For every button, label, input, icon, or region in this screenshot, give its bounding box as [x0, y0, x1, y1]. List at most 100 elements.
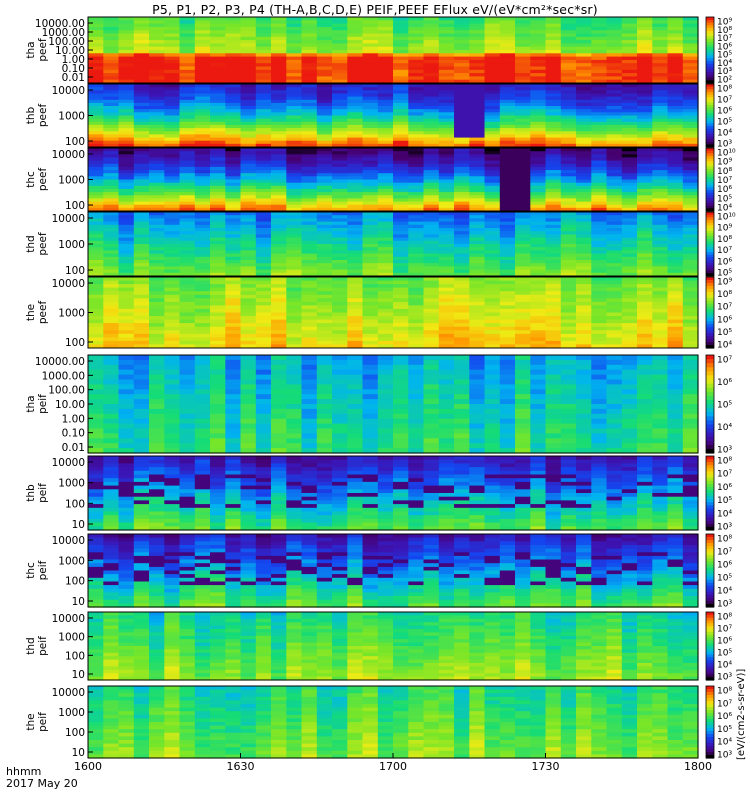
spectrogram-cell [149, 301, 165, 306]
spectrogram-cell [103, 428, 120, 434]
spectrogram-cell [606, 337, 623, 342]
spectrogram-cell [286, 66, 303, 71]
spectrogram-cell [164, 40, 181, 44]
spectrogram-cell [423, 30, 440, 35]
spectrogram-cell [652, 323, 669, 328]
spectrogram-cell [637, 124, 653, 129]
spectrogram-cell [545, 56, 562, 61]
spectrogram-cell [118, 112, 135, 117]
spectrogram-cell [149, 333, 165, 338]
spectrogram-cell [438, 106, 455, 110]
spectrogram-cell [103, 284, 120, 289]
spectrogram-cell [499, 359, 516, 366]
spectrogram-cell [347, 379, 364, 385]
spectrogram-cell [393, 90, 409, 95]
spectrogram-cell [332, 79, 348, 84]
spectrogram-cell [347, 333, 364, 338]
spectrogram-cell [179, 87, 196, 91]
spectrogram-cell [133, 63, 150, 68]
spectrogram-cell [194, 63, 211, 68]
spectrogram-cell [362, 137, 379, 142]
spectrogram-cell [637, 374, 653, 381]
spectrogram-cell [621, 20, 638, 25]
spectrogram-cell [332, 36, 348, 41]
spectrogram-cell [347, 408, 364, 415]
spectrogram-cell [682, 305, 699, 310]
spectrogram-cell [606, 428, 623, 434]
spectrogram-cell [133, 340, 150, 345]
spectrogram-cell [469, 140, 486, 145]
spectrogram-cell [301, 374, 318, 381]
spectrogram-cell [469, 443, 486, 449]
spectrogram-cell [194, 76, 211, 81]
spectrogram-cell [133, 316, 150, 321]
spectrogram-cell [682, 124, 699, 129]
spectrogram-cell [286, 112, 303, 117]
spectrogram-cell [667, 408, 684, 415]
spectrogram-cell [210, 143, 226, 148]
spectrogram-cell [133, 423, 150, 430]
spectrogram-cell [530, 312, 547, 317]
spectrogram-cell [225, 59, 242, 64]
spectrogram-cell [271, 305, 287, 310]
spectrogram-cell [454, 399, 470, 405]
spectrogram-cell [515, 413, 531, 420]
spectrogram-cell [377, 69, 394, 74]
spectrogram-cell [225, 69, 242, 74]
spectrogram-cell [362, 79, 379, 84]
spectrogram-cell [576, 90, 592, 95]
spectrogram-cell [133, 291, 150, 296]
spectrogram-cell [606, 23, 623, 28]
spectrogram-cell [637, 63, 653, 68]
spectrogram-cell [332, 69, 348, 74]
spectrogram-cell [255, 312, 272, 317]
spectrogram-cell [332, 399, 348, 405]
spectrogram-cell [454, 46, 470, 51]
spectrogram-cell [637, 298, 653, 303]
spectrogram-cell [393, 284, 409, 289]
spectrogram-cell [393, 369, 409, 376]
spectrogram-cell [576, 280, 592, 285]
spectrogram-cell [301, 59, 318, 64]
spectrogram-cell [347, 312, 364, 317]
spectrogram-cell [286, 404, 303, 410]
spectrogram-cell [316, 102, 333, 107]
spectrogram-cell [591, 443, 608, 449]
spectrogram-cell [149, 124, 165, 129]
spectrogram-cell [606, 143, 623, 148]
spectrogram-cell [210, 316, 226, 321]
spectrogram-cell [682, 319, 699, 324]
spectrogram-cell [560, 143, 577, 148]
spectrogram-cell [454, 26, 470, 31]
spectrogram-cell [377, 17, 394, 21]
spectrogram-cell [316, 305, 333, 310]
spectrogram-cell [591, 418, 608, 425]
spectrogram-cell [362, 374, 379, 381]
spectrogram-cell [545, 384, 562, 390]
spectrogram-cell [438, 131, 455, 136]
spectrogram-cell [454, 418, 470, 425]
panel-label: thdpeef [25, 232, 49, 256]
spectrogram-cell [438, 364, 455, 371]
spectrogram-cell [393, 443, 409, 449]
spectrogram-cell [454, 69, 470, 74]
spectrogram-cell [515, 154, 531, 159]
spectrogram-cell [194, 26, 211, 31]
spectrogram-cell [377, 374, 394, 381]
spectrogram-cell [515, 59, 531, 64]
spectrogram-cell [576, 63, 592, 68]
spectrogram-cell [438, 379, 455, 385]
spectrogram-cell [88, 408, 104, 415]
spectrogram-cell [225, 364, 242, 371]
spectrogram-cell [408, 30, 425, 35]
spectrogram-cell [408, 369, 425, 376]
spectrogram-cell [179, 294, 196, 299]
spectrogram-cell [210, 337, 226, 342]
spectrogram-cell [621, 23, 638, 28]
spectrogram-cell [652, 319, 669, 324]
spectrogram-cell [103, 312, 120, 317]
spectrogram-cell [332, 323, 348, 328]
spectrogram-cell [240, 33, 257, 38]
spectrogram-cell [484, 379, 501, 385]
spectrogram-cell [621, 374, 638, 381]
